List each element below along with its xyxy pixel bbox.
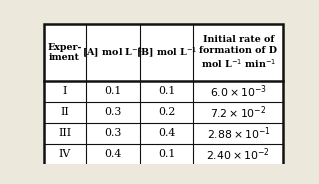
Text: 0.1: 0.1 bbox=[158, 149, 175, 159]
Text: $2.40 \times 10^{-2}$: $2.40 \times 10^{-2}$ bbox=[206, 146, 271, 163]
Text: Initial rate of
formation of D
mol L$^{-1}$ min$^{-1}$: Initial rate of formation of D mol L$^{-… bbox=[199, 36, 278, 70]
Text: III: III bbox=[58, 128, 71, 138]
Text: I: I bbox=[63, 86, 67, 96]
Text: 0.1: 0.1 bbox=[104, 86, 121, 96]
Text: 0.3: 0.3 bbox=[104, 128, 121, 138]
Text: Exper-
iment: Exper- iment bbox=[48, 43, 82, 62]
Text: 0.4: 0.4 bbox=[158, 128, 175, 138]
Text: IV: IV bbox=[58, 149, 71, 159]
Text: 0.3: 0.3 bbox=[104, 107, 121, 117]
Text: 0.4: 0.4 bbox=[104, 149, 121, 159]
Text: $2.88 \times 10^{-1}$: $2.88 \times 10^{-1}$ bbox=[207, 125, 270, 142]
Text: [A] mol L$^{-1}$: [A] mol L$^{-1}$ bbox=[82, 45, 143, 60]
Text: II: II bbox=[60, 107, 69, 117]
Text: 0.2: 0.2 bbox=[158, 107, 175, 117]
Text: $6.0 \times 10^{-3}$: $6.0 \times 10^{-3}$ bbox=[210, 83, 267, 100]
Text: $7.2 \times 10^{-2}$: $7.2 \times 10^{-2}$ bbox=[210, 104, 267, 121]
Text: 0.1: 0.1 bbox=[158, 86, 175, 96]
Text: [B] mol L$^{-1}$: [B] mol L$^{-1}$ bbox=[136, 45, 197, 60]
